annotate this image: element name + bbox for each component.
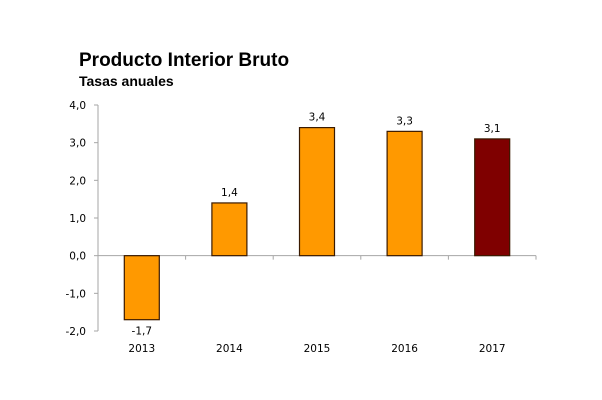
x-tick-label-2016: 2016 bbox=[391, 343, 418, 355]
data-label-2016: 3,3 bbox=[396, 115, 413, 127]
bar-2014 bbox=[211, 202, 248, 257]
chart-title: Producto Interior Bruto bbox=[79, 50, 290, 71]
data-label-2015: 3,4 bbox=[309, 112, 326, 124]
data-label-2013: -1,7 bbox=[132, 326, 153, 338]
x-tick-label-2013: 2013 bbox=[128, 343, 155, 355]
x-tick-label-2014: 2014 bbox=[216, 343, 243, 355]
bar-2015 bbox=[298, 126, 336, 257]
y-tick-label: 4,0 bbox=[69, 100, 86, 112]
bar-2016 bbox=[386, 130, 423, 257]
y-tick-label: 1,0 bbox=[69, 213, 86, 225]
y-axis: 4,0 3,0 2,0 1,0 0,0 -1,0 -2,0 bbox=[66, 100, 99, 338]
y-tick-label: -2,0 bbox=[66, 326, 87, 338]
chart-subtitle: Tasas anuales bbox=[79, 73, 174, 89]
data-label-2017: 3,1 bbox=[484, 123, 501, 135]
y-tick-label: 3,0 bbox=[69, 138, 86, 150]
y-tick-label: 2,0 bbox=[69, 175, 86, 187]
bars bbox=[123, 126, 511, 321]
bar-2017 bbox=[474, 138, 511, 257]
bar-2013 bbox=[123, 255, 160, 321]
y-tick-label: 0,0 bbox=[69, 251, 86, 263]
data-labels: -1,7 1,4 3,4 3,3 3,1 bbox=[132, 112, 501, 338]
x-tick-label-2015: 2015 bbox=[304, 343, 331, 355]
x-axis: 2013 2014 2015 2016 2017 bbox=[98, 255, 537, 355]
data-label-2014: 1,4 bbox=[221, 187, 238, 199]
x-tick-label-2017: 2017 bbox=[479, 343, 506, 355]
y-tick-label: -1,0 bbox=[66, 288, 87, 300]
